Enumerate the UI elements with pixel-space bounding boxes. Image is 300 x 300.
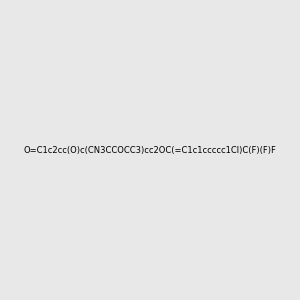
Text: O=C1c2cc(O)c(CN3CCOCC3)cc2OC(=C1c1ccccc1Cl)C(F)(F)F: O=C1c2cc(O)c(CN3CCOCC3)cc2OC(=C1c1ccccc1… — [24, 146, 276, 154]
